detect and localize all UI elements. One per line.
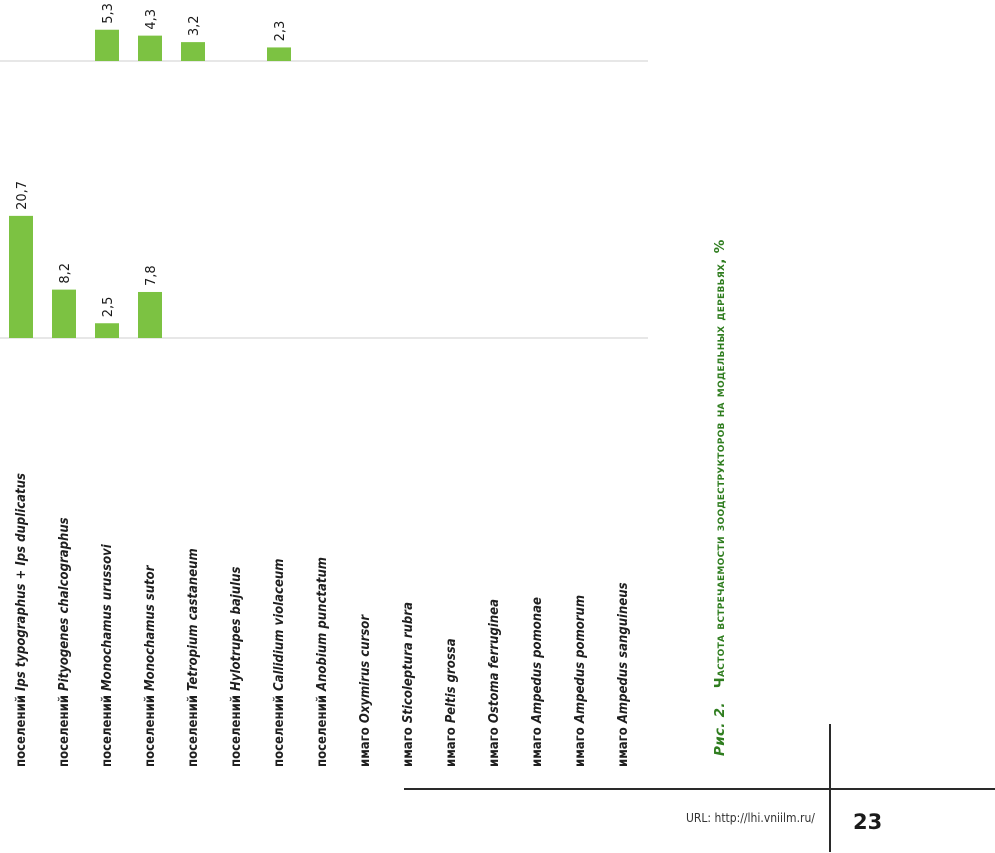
category-prefix: имаго bbox=[401, 723, 416, 767]
category-species: Monochamus urussovi bbox=[100, 544, 115, 691]
category-species: Ampedus pomonae bbox=[530, 597, 545, 724]
category-prefix: поселений bbox=[100, 690, 115, 767]
category-prefix: поселений bbox=[143, 690, 158, 767]
category-label-7: поселений Anobium punctatum bbox=[315, 557, 330, 767]
value-label-left-3: 7,8 bbox=[144, 265, 159, 286]
category-species: Anobium punctatum bbox=[315, 557, 330, 691]
category-prefix: имаго bbox=[358, 723, 373, 767]
category-species: Ampedus pomorum bbox=[573, 594, 588, 724]
category-prefix: поселений bbox=[14, 690, 29, 767]
figure-number: Рис. 2. bbox=[712, 702, 728, 756]
bar-left-2 bbox=[95, 323, 119, 338]
bar-right-6 bbox=[267, 47, 291, 61]
category-species: Oxymirus cursor bbox=[358, 614, 373, 724]
value-label-left-2: 2,5 bbox=[101, 297, 116, 318]
bar-left-3 bbox=[138, 291, 162, 338]
category-label-5: поселений Hylotrupes bajulus bbox=[229, 567, 244, 767]
figure-caption: Рис. 2. Частота встречаемости зоодеструкт… bbox=[712, 239, 728, 756]
category-prefix: поселений bbox=[186, 690, 201, 767]
category-prefix: имаго bbox=[530, 723, 545, 767]
category-species: Sticoleptura rubra bbox=[401, 602, 416, 724]
value-label-right-4: 3,2 bbox=[187, 15, 202, 36]
value-label-right-6: 2,3 bbox=[273, 21, 288, 42]
category-species: Ampedus sanguineus bbox=[616, 582, 631, 724]
category-label-3: поселений Monochamus sutor bbox=[143, 566, 158, 767]
category-label-10: имаго Peltis grossa bbox=[444, 638, 459, 767]
value-label-right-3: 4,3 bbox=[144, 9, 159, 30]
footer-rule bbox=[404, 788, 995, 790]
bar-left-1 bbox=[52, 289, 76, 338]
category-species: Peltis grossa bbox=[444, 638, 459, 724]
category-species: Pityogenes chalcographus bbox=[57, 517, 72, 691]
value-label-left-0: 20,7 bbox=[15, 181, 30, 210]
category-label-14: имаго Ampedus sanguineus bbox=[616, 582, 631, 767]
category-prefix: поселений bbox=[229, 690, 244, 767]
category-species: Monochamus sutor bbox=[143, 565, 158, 691]
category-label-12: имаго Ampedus pomonae bbox=[530, 597, 545, 767]
page-number: 23 bbox=[853, 810, 883, 834]
category-prefix: имаго bbox=[444, 723, 459, 767]
category-prefix: имаго bbox=[573, 723, 588, 767]
category-species: Ips typographus + Ips duplicatus bbox=[14, 473, 29, 691]
category-prefix: поселений bbox=[315, 690, 330, 767]
category-label-2: поселений Monochamus urussovi bbox=[100, 544, 115, 767]
category-label-13: имаго Ampedus pomorum bbox=[573, 595, 588, 767]
value-label-left-1: 8,2 bbox=[58, 263, 73, 284]
category-label-0: поселений Ips typographus + Ips duplicat… bbox=[14, 473, 29, 767]
bar-right-4 bbox=[181, 42, 205, 61]
category-species: Tetropium castaneum bbox=[186, 548, 201, 691]
category-species: Hylotrupes bajulus bbox=[229, 566, 244, 691]
footer-url: URL: http://lhi.vniilm.ru/ bbox=[686, 811, 815, 825]
category-prefix: имаго bbox=[616, 723, 631, 767]
footer-divider bbox=[829, 724, 831, 852]
category-label-4: поселений Tetropium castaneum bbox=[186, 548, 201, 767]
category-label-1: поселений Pityogenes chalcographus bbox=[57, 517, 72, 767]
category-label-11: имаго Ostoma ferruginea bbox=[487, 599, 502, 767]
category-species: Callidium violaceum bbox=[272, 558, 287, 691]
category-prefix: поселений bbox=[272, 690, 287, 767]
category-label-9: имаго Sticoleptura rubra bbox=[401, 602, 416, 767]
value-label-right-2: 5,3 bbox=[101, 3, 116, 24]
bar-left-0 bbox=[9, 215, 33, 338]
bar-right-2 bbox=[95, 29, 119, 61]
category-label-6: поселений Callidium violaceum bbox=[272, 559, 287, 767]
figure-title: Частота встречаемости зоодеструкторов на… bbox=[712, 239, 728, 689]
bar-right-3 bbox=[138, 35, 162, 61]
category-species: Ostoma ferruginea bbox=[487, 599, 502, 724]
category-prefix: имаго bbox=[487, 723, 502, 767]
category-prefix: поселений bbox=[57, 690, 72, 767]
category-label-8: имаго Oxymirus cursor bbox=[358, 615, 373, 767]
